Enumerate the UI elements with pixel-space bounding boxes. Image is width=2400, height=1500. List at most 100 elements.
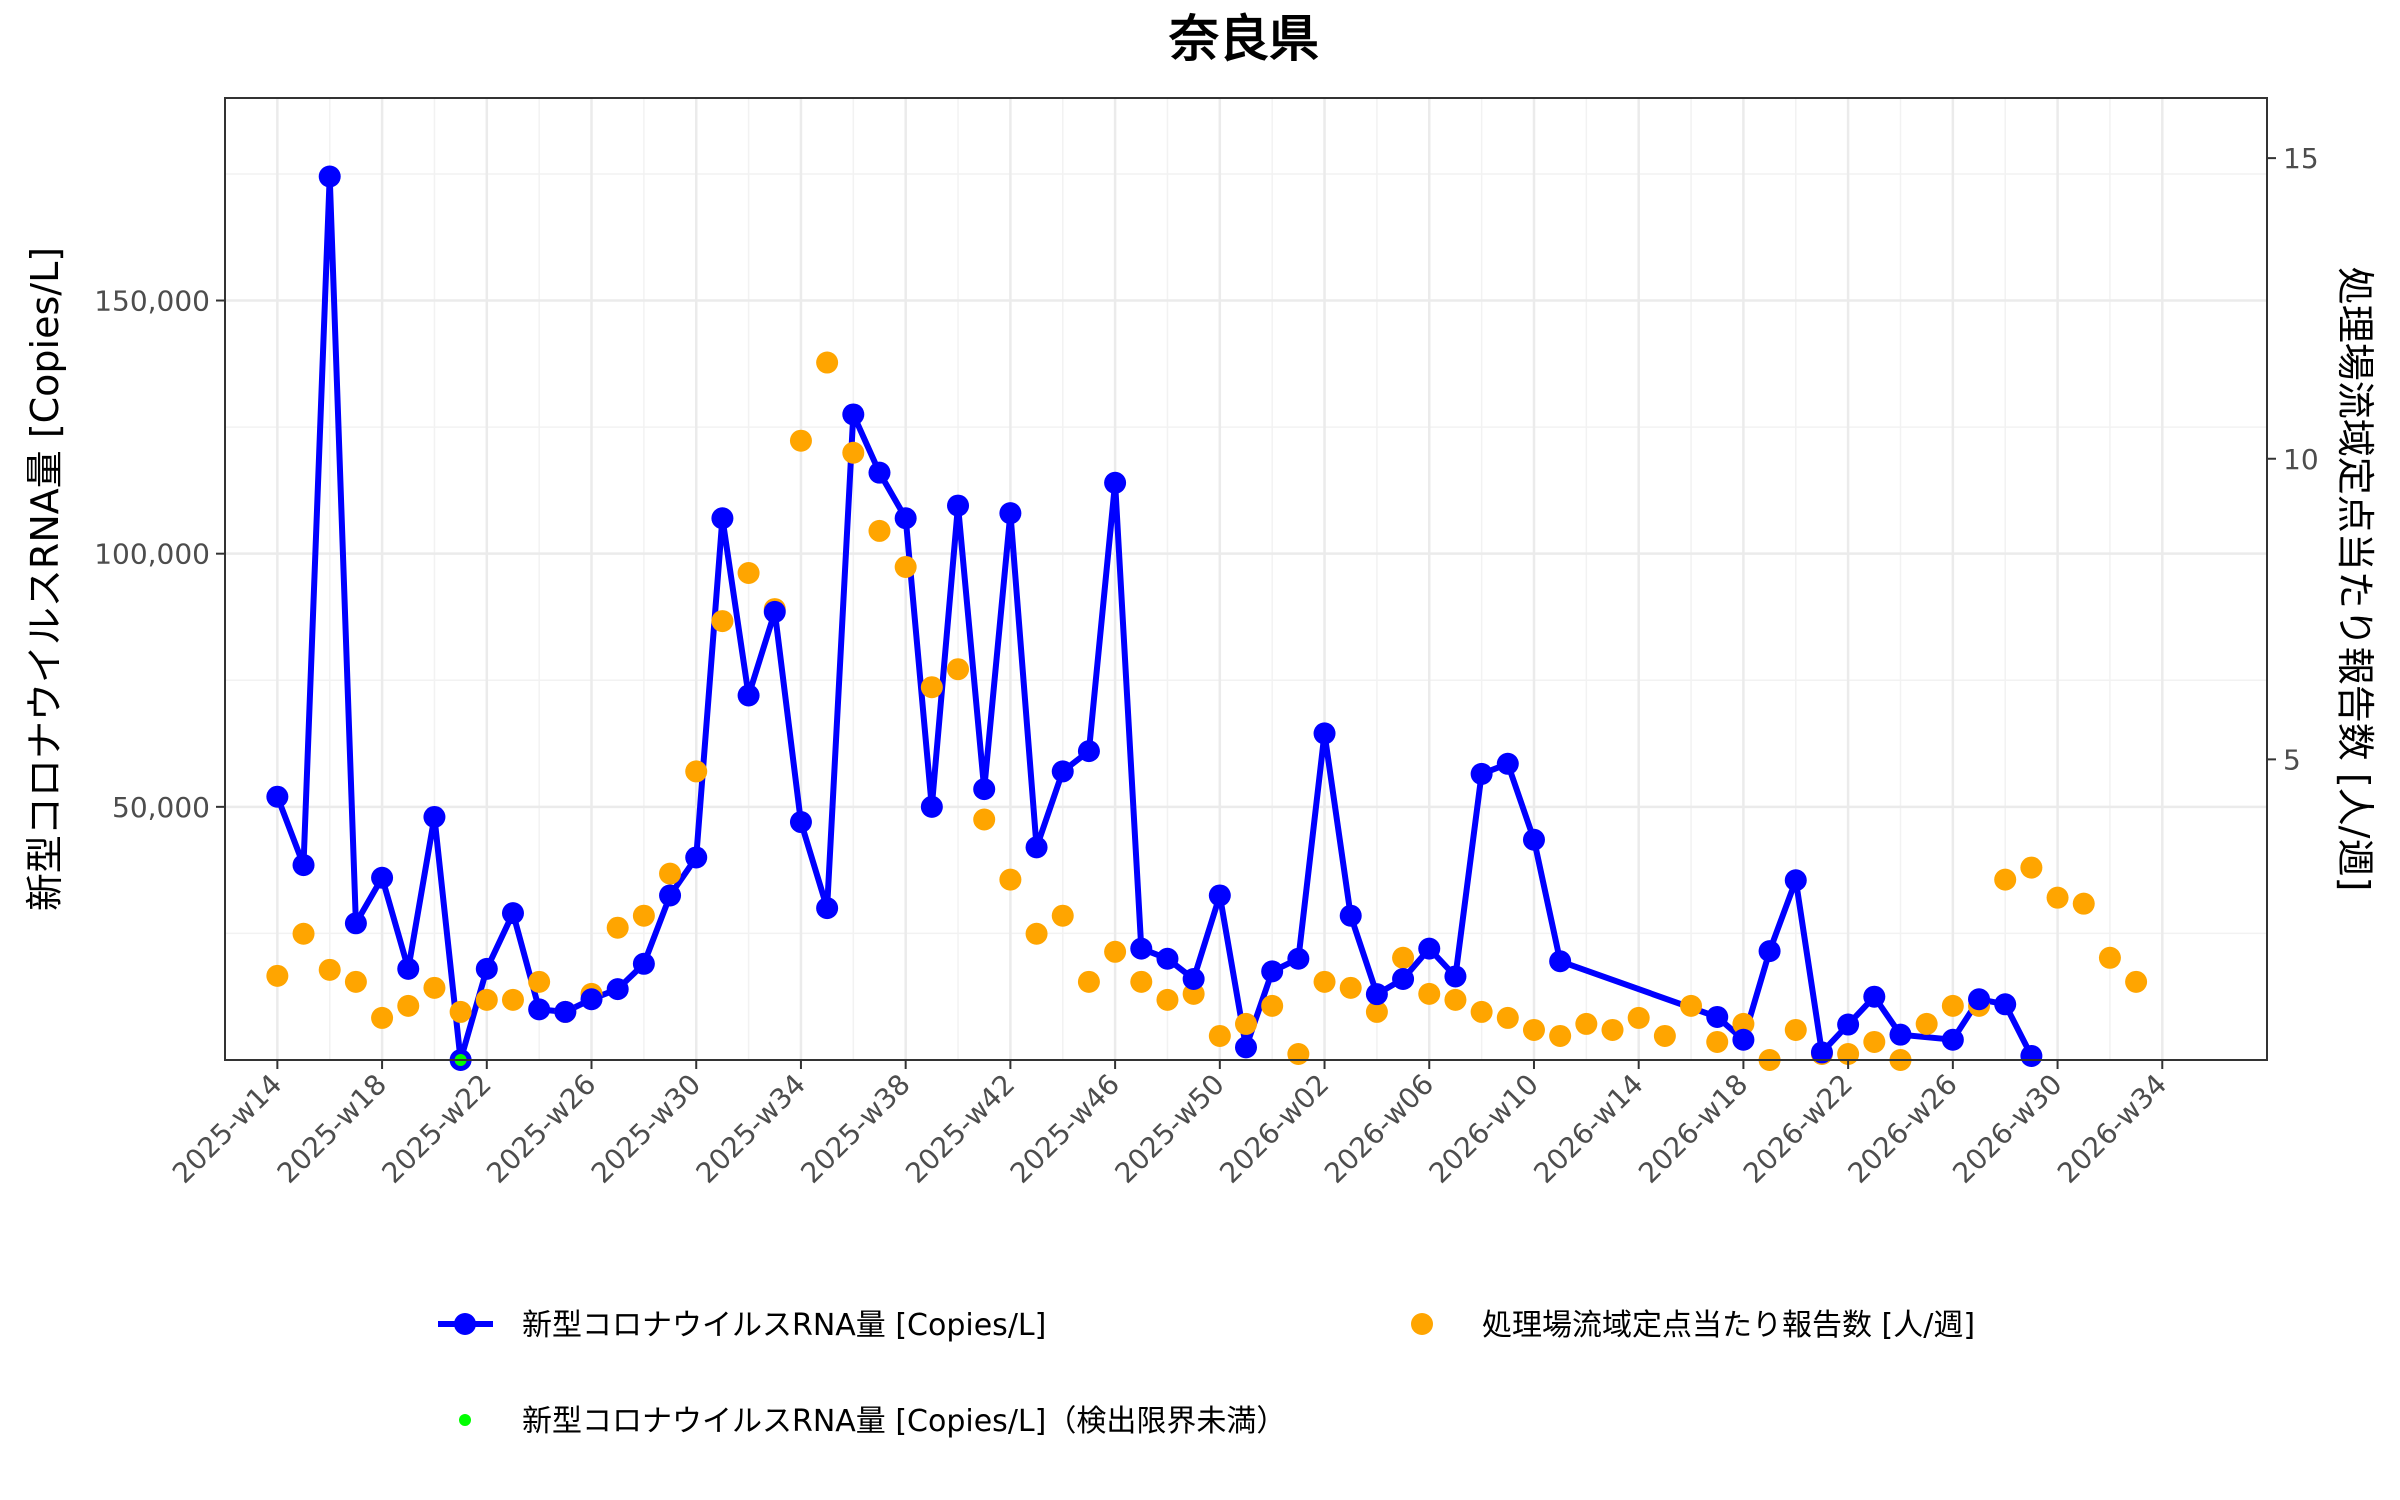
rna-point <box>868 461 891 484</box>
rna-point <box>894 507 917 530</box>
reports-point <box>1025 922 1048 945</box>
x-tick-label: 2025-w26 <box>480 1068 602 1190</box>
reports-point <box>816 351 839 374</box>
reports-point <box>1653 1024 1676 1047</box>
reports-point <box>1680 994 1703 1017</box>
rna-point <box>580 988 603 1011</box>
reports-point <box>632 904 655 927</box>
reports-point <box>711 610 734 633</box>
rna-point <box>1208 884 1231 907</box>
rna-point <box>920 795 943 818</box>
reports-point <box>1235 1012 1257 1035</box>
reports-point <box>1601 1018 1624 1041</box>
y-tick-label: 100,000 <box>94 538 210 571</box>
reports-point <box>423 976 446 999</box>
rna-point <box>999 502 1022 525</box>
reports-point <box>1077 970 1100 993</box>
reports-point <box>894 555 917 578</box>
x-tick-label: 2026-w02 <box>1213 1068 1335 1190</box>
rna-point <box>1365 983 1388 1006</box>
y-tick-label: 50,000 <box>112 791 210 824</box>
rna-point <box>475 957 498 980</box>
x-tick-label: 2025-w14 <box>166 1068 288 1190</box>
legend-point-swatch <box>454 1313 476 1335</box>
reports-point <box>292 922 315 945</box>
rna-point <box>1182 967 1205 990</box>
y-tick-label: 150,000 <box>94 285 210 318</box>
reports-point <box>1392 946 1415 969</box>
rna-point <box>1156 947 1179 970</box>
rna-point <box>1758 940 1781 963</box>
rna-point <box>1889 1023 1912 1046</box>
x-tick-label: 2026-w06 <box>1318 1068 1440 1190</box>
legend-item-below-limit: 新型コロナウイルスRNA量 [Copies/L]（検出限界未満） <box>459 1404 1286 1439</box>
reports-point <box>1261 994 1284 1017</box>
rna-point <box>711 507 734 530</box>
rna-point <box>1287 947 1310 970</box>
reports-point <box>1130 970 1153 993</box>
rna-point <box>606 978 629 1001</box>
reports-point <box>1313 970 1336 993</box>
rna-point <box>1968 988 1991 1011</box>
y2-tick-label: 10 <box>2283 443 2319 476</box>
rna-point <box>1994 993 2017 1016</box>
rna-point <box>397 957 420 980</box>
reports-point <box>659 862 682 885</box>
reports-point <box>1732 1012 1755 1035</box>
reports-point <box>920 676 943 699</box>
x-tick-label: 2026-w18 <box>1632 1068 1754 1190</box>
x-tick-label: 2025-w50 <box>1109 1068 1231 1190</box>
rna-point <box>737 684 760 707</box>
rna-point <box>1025 836 1048 859</box>
reports-point <box>1418 982 1441 1005</box>
chart-title: 奈良県 <box>1168 10 1319 68</box>
reports-point <box>528 970 551 993</box>
reports-point <box>1549 1024 1572 1047</box>
rna-point <box>1784 869 1807 892</box>
legend-label-reports: 処理場流域定点当たり報告数 [人/週] <box>1482 1308 1975 1343</box>
rna-point <box>1810 1041 1833 1064</box>
x-tick-label: 2025-w38 <box>794 1068 916 1190</box>
rna-point <box>423 805 446 828</box>
x-tick-label: 2025-w30 <box>585 1068 707 1190</box>
y-axis-title: 新型コロナウイルスRNA量 [Copies/L] <box>23 247 67 911</box>
x-tick-label: 2025-w46 <box>1004 1068 1126 1190</box>
plot-border <box>224 97 2268 1061</box>
reports-point <box>1706 1030 1729 1053</box>
rna-point <box>2020 1044 2043 1067</box>
reports-point <box>842 441 865 464</box>
reports-point <box>371 1006 394 1029</box>
reports-point <box>1863 1030 1886 1053</box>
reports-point <box>318 958 341 981</box>
rna-point <box>292 854 315 877</box>
rna-point <box>1549 950 1572 973</box>
rna-point <box>528 998 551 1021</box>
reports-point <box>1104 940 1127 963</box>
rna-point <box>685 846 708 869</box>
rna-point <box>1339 904 1362 927</box>
legend-point-swatch-green <box>459 1414 471 1426</box>
rna-point <box>344 912 367 935</box>
reports-point <box>1496 1006 1519 1029</box>
x-tick-label: 2025-w22 <box>375 1068 497 1190</box>
legend-label-below-limit: 新型コロナウイルスRNA量 [Copies/L]（検出限界未満） <box>522 1404 1286 1439</box>
reports-point <box>868 519 891 542</box>
rna-point <box>816 897 839 920</box>
reports-point <box>947 658 970 681</box>
rna-point <box>1261 960 1284 983</box>
rna-point <box>1522 828 1545 851</box>
reports-point <box>397 994 420 1017</box>
reports-point <box>2125 970 2148 993</box>
reports-point <box>1339 976 1362 999</box>
reports-point <box>1915 1012 1938 1035</box>
x-tick-label: 2026-w22 <box>1737 1068 1859 1190</box>
x-tick-label: 2025-w42 <box>899 1068 1021 1190</box>
reports-point <box>685 760 708 783</box>
reports-point <box>737 561 760 584</box>
x-tick-label: 2026-w30 <box>1946 1068 2068 1190</box>
reports-point <box>1575 1012 1598 1035</box>
reports-point <box>1156 988 1179 1011</box>
rna-point <box>659 884 682 907</box>
reports-point <box>2046 886 2069 909</box>
reports-point <box>2020 856 2043 879</box>
